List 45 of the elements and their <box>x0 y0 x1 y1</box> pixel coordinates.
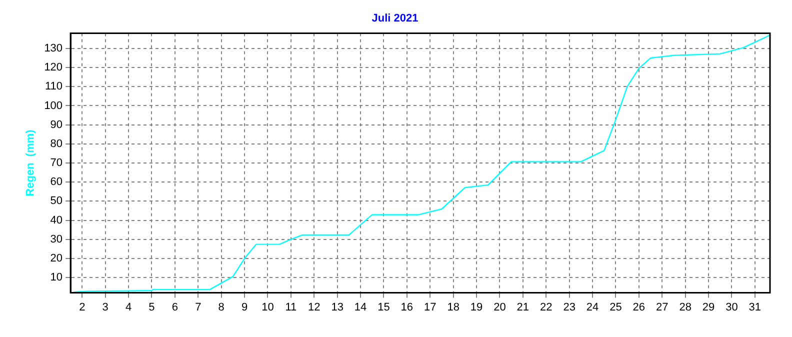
y-tick-label: 80 <box>50 138 63 150</box>
x-tick-label: 17 <box>424 301 436 314</box>
x-tick-label: 16 <box>400 301 414 314</box>
y-tick-label: 70 <box>50 157 63 170</box>
x-tick-label: 8 <box>218 301 224 314</box>
x-tick-label: 20 <box>494 301 506 314</box>
x-tick-label: 18 <box>447 301 460 314</box>
y-tick-label: 60 <box>50 176 63 188</box>
x-tick-label: 14 <box>354 301 367 314</box>
y-tick-label: 40 <box>50 214 63 226</box>
y-tick-label: 120 <box>44 62 63 74</box>
y-tick-label: 30 <box>50 233 63 246</box>
x-tick-label: 10 <box>262 301 274 314</box>
x-tick-label: 2 <box>79 301 86 314</box>
x-tick-label: 29 <box>702 301 715 314</box>
x-tick-label: 9 <box>241 301 248 314</box>
y-tick-label: 20 <box>50 252 63 264</box>
y-tick-label: 50 <box>50 195 63 208</box>
x-tick-label: 11 <box>285 301 297 314</box>
x-tick-label: 19 <box>470 301 483 314</box>
x-tick-label: 28 <box>679 301 692 314</box>
x-tick-label: 27 <box>656 301 668 314</box>
x-tick-label: 24 <box>586 301 599 314</box>
x-tick-label: 7 <box>195 301 202 314</box>
x-tick-label: 21 <box>516 301 530 314</box>
chart-title: Juli 2021 <box>372 12 418 25</box>
x-tick-label: 26 <box>632 301 646 314</box>
y-tick-label: 130 <box>44 42 63 54</box>
x-tick-label: 22 <box>540 301 552 314</box>
y-tick-label: 100 <box>44 100 63 112</box>
x-tick-label: 13 <box>331 301 344 314</box>
y-tick-label: 110 <box>45 80 63 93</box>
x-tick-label: 31 <box>748 301 762 314</box>
x-tick-label: 15 <box>378 301 390 314</box>
x-tick-label: 3 <box>102 301 108 314</box>
x-tick-label: 5 <box>148 301 155 314</box>
x-tick-label: 23 <box>563 301 576 314</box>
y-tick-label: 10 <box>50 272 63 284</box>
x-tick-label: 6 <box>172 301 178 314</box>
x-tick-label: 12 <box>308 301 320 314</box>
x-tick-label: 30 <box>726 301 738 314</box>
x-tick-label: 25 <box>610 301 622 314</box>
y-tick-label: 90 <box>50 118 63 131</box>
x-tick-label: 4 <box>125 301 132 314</box>
y-axis-title: Regen (mm) <box>24 129 37 196</box>
